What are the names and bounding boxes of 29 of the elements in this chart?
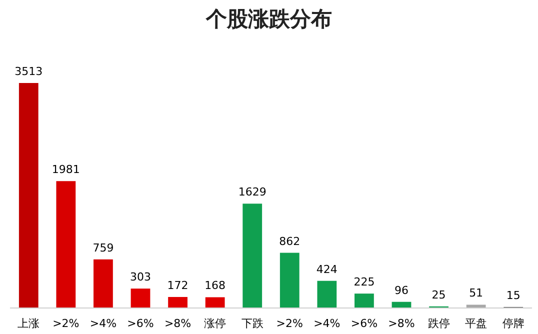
x-tick-label: 停牌 bbox=[502, 317, 524, 330]
data-label: 25 bbox=[432, 288, 446, 302]
x-tick-label: >8% bbox=[388, 317, 415, 330]
x-tick-label: 跌停 bbox=[428, 317, 450, 330]
x-tick-label: >2% bbox=[276, 317, 303, 330]
data-label: 303 bbox=[130, 270, 151, 284]
data-label: 1629 bbox=[238, 186, 266, 199]
data-label: 424 bbox=[316, 262, 338, 276]
x-tick-label: >6% bbox=[350, 317, 378, 330]
data-label: 862 bbox=[279, 234, 300, 248]
data-label: 96 bbox=[394, 284, 408, 297]
x-tick-label: >4% bbox=[314, 317, 340, 330]
data-label: 172 bbox=[167, 278, 188, 292]
x-tick-label: 下跌 bbox=[241, 317, 264, 330]
x-tick-label: >2% bbox=[52, 317, 80, 330]
data-label: 1981 bbox=[52, 163, 80, 176]
x-tick-label: >6% bbox=[127, 317, 154, 330]
data-label: 168 bbox=[204, 279, 226, 292]
x-tick-label: 上涨 bbox=[18, 317, 40, 330]
data-label: 51 bbox=[469, 286, 484, 300]
data-label: 15 bbox=[506, 289, 520, 302]
data-label: 3513 bbox=[14, 65, 43, 78]
x-tick-label: 平盘 bbox=[465, 317, 488, 330]
x-tick-label: >8% bbox=[164, 317, 192, 330]
data-label: 225 bbox=[354, 276, 375, 289]
chart-title: 个股涨跌分布 bbox=[205, 6, 332, 31]
x-tick-label: >4% bbox=[90, 317, 117, 330]
data-label: 759 bbox=[92, 241, 114, 254]
x-tick-label: 涨停 bbox=[204, 317, 226, 330]
